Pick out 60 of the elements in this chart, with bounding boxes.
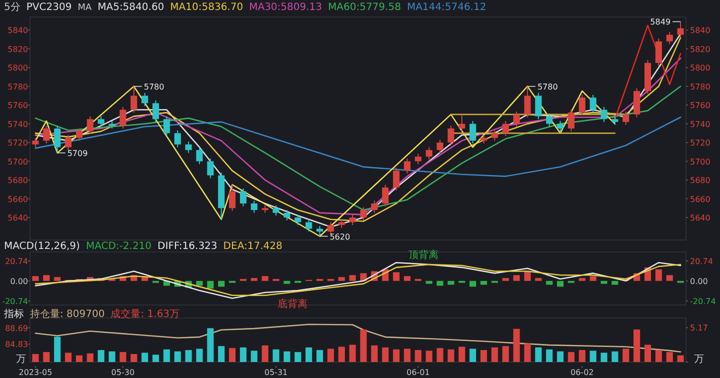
text: MA10:5836.70 [170,2,244,13]
text: MA5:5840.60 [98,2,164,13]
y-tick-label: -20.74 [2,296,28,306]
y2-tick-label: 0.00 [690,276,708,286]
text: DEA:17.428 [223,241,282,252]
y2-tick-label: 5680 [690,176,710,186]
y-tick-label: 5660 [8,194,28,204]
x-tick-label: 05-31 [264,368,288,377]
text: MA30:5809.13 [249,2,322,13]
y2-tick-label: 5840 [690,26,710,36]
y2-tick-label: 5740 [690,120,710,129]
y2-tick-label: 5.17 [690,324,708,333]
series-label: 持仓量: 809700 [30,308,105,320]
text: MACD:-2.210 [86,241,152,252]
annotation: 5620 [330,232,350,242]
y-tick-label: 20.74 [5,256,28,266]
y-tick-label: 5640 [8,214,28,223]
chart-subtitle: 5分 [4,1,20,13]
x-tick-label: 06-02 [570,368,594,377]
y2-tick-label: 5780 [690,82,710,92]
y-tick-label: 5800 [8,64,28,73]
y-tick-label: 5740 [8,120,28,129]
y-axis-title: 万 [16,354,26,365]
y2-tick-label: 5720 [690,138,710,148]
y-tick-label: 5760 [8,101,28,110]
chart-title: MACD(12,26,9) [4,241,80,252]
legend-title: MA [78,3,92,13]
annotation: 5780 [537,82,558,92]
y-tick-label: 5720 [8,138,28,148]
text: 成交量: 1.63万 [110,308,180,320]
y-tick-label: 5680 [8,176,28,186]
y2-tick-label: 5800 [690,64,710,73]
y-tick-label: 5700 [8,157,28,166]
annotation: 5709 [67,148,88,158]
y-tick-label: 5820 [8,44,28,54]
text: MA144:5746.12 [406,2,486,13]
y-tick-label: 5780 [8,82,28,92]
chart-title: 指标 [3,308,24,320]
y2-tick-label: 5640 [690,214,710,223]
y2-tick-label: 20.74 [690,256,713,266]
annotation: 5780 [144,82,164,92]
text: MA60:5779.58 [328,2,401,13]
x-tick-label: 05-30 [111,368,135,377]
annotation: 5849 [650,18,671,27]
chart-title: PVC2309 [26,2,72,13]
y2-tick-label: 5660 [690,194,710,204]
x-tick-label: 2023-05 [18,368,52,377]
x-tick-label: 06-01 [406,368,430,377]
y2-tick-label: 5700 [690,157,710,166]
y2-tick-label: -20.74 [690,296,716,306]
annotation: 顶背离 [408,249,439,261]
y2-axis-title: 万 [694,354,704,365]
y2-tick-label: 5760 [690,101,710,110]
y-tick-label: 5840 [8,26,28,36]
y-tick-label: 88.69 [5,324,28,333]
text: DIFF:16.323 [158,241,218,252]
y-tick-label: 0.00 [10,276,28,286]
y-tick-label: 84.83 [5,340,28,350]
annotation: 底背离 [277,298,308,310]
y2-tick-label: 5820 [690,44,710,54]
